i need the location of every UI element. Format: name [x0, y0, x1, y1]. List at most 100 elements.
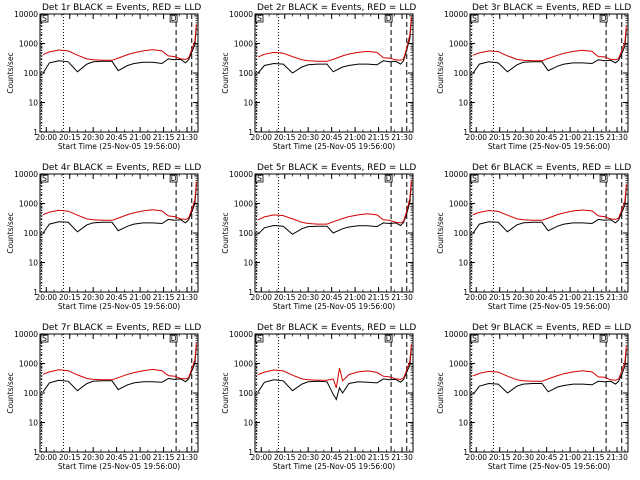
y-axis-label: Counts/sec — [6, 372, 15, 413]
y-tick-label: 10000 — [229, 10, 253, 19]
x-tick-label: 21:30 — [606, 453, 628, 462]
lld-series-line — [472, 345, 627, 382]
detector-panel: Det 4r BLACK = Events, RED = LLD Counts/s… — [6, 163, 201, 311]
x-tick-label: 20:15 — [489, 133, 511, 142]
x-tick-label: 21:15 — [583, 293, 605, 302]
x-tick-label: 20:00 — [35, 453, 57, 462]
panel-title: Det 3r BLACK = Events, RED = LLD — [472, 3, 631, 13]
panel-title: Det 1r BLACK = Events, RED = LLD — [42, 3, 201, 13]
x-tick-label: 20:00 — [250, 133, 272, 142]
x-tick-label: 21:30 — [391, 133, 413, 142]
y-tick-label: 1000 — [19, 200, 38, 209]
x-tick-label: 20:00 — [465, 293, 487, 302]
x-tick-label: 21:00 — [129, 293, 151, 302]
x-axis-label: Start Time (25-Nov-05 19:56:00) — [58, 142, 180, 151]
detector-panel: Det 9r BLACK = Events, RED = LLD Counts/s… — [436, 323, 631, 471]
legend-box — [255, 334, 264, 343]
lld-series-line — [257, 16, 412, 62]
legend-box — [599, 14, 608, 23]
legend-label: D — [171, 14, 177, 23]
y-tick-label: 100 — [239, 389, 254, 398]
y-tick-label: 10 — [28, 99, 38, 108]
legend-box — [599, 334, 608, 343]
x-tick-label: 20:15 — [274, 133, 296, 142]
legend-box — [384, 334, 393, 343]
y-tick-label: 1 — [248, 448, 253, 457]
y-tick-label: 1 — [463, 288, 468, 297]
x-tick-label: 20:30 — [82, 133, 104, 142]
panel-title: Det 4r BLACK = Events, RED = LLD — [42, 163, 201, 173]
lld-series-line — [42, 181, 197, 221]
events-series-line — [257, 18, 412, 74]
y-tick-label: 10000 — [444, 330, 468, 339]
y-axis-label: Counts/sec — [436, 52, 445, 93]
plot-frame — [39, 173, 199, 293]
x-axis-label: Start Time (25-Nov-05 19:56:00) — [58, 302, 180, 311]
x-tick-label: 21:00 — [559, 453, 581, 462]
panel-title: Det 2r BLACK = Events, RED = LLD — [257, 3, 416, 13]
y-tick-label: 10000 — [444, 10, 468, 19]
lld-series-line — [42, 342, 197, 381]
x-tick-label: 20:00 — [465, 133, 487, 142]
y-tick-label: 10000 — [229, 170, 253, 179]
y-tick-label: 1 — [463, 448, 468, 457]
legend-label: S — [257, 14, 262, 23]
y-tick-label: 10000 — [14, 330, 38, 339]
x-tick-label: 20:00 — [250, 293, 272, 302]
events-series-line — [42, 27, 197, 74]
legend-label: D — [386, 174, 392, 183]
plot-frame — [254, 13, 414, 133]
x-tick-label: 20:30 — [82, 453, 104, 462]
y-tick-label: 10 — [28, 419, 38, 428]
legend-label: S — [42, 14, 47, 23]
detector-panel: Det 5r BLACK = Events, RED = LLD Counts/s… — [221, 163, 416, 311]
panel-title: Det 9r BLACK = Events, RED = LLD — [472, 323, 631, 333]
detector-panel: Det 2r BLACK = Events, RED = LLD Counts/s… — [221, 3, 416, 151]
y-tick-label: 10 — [243, 259, 253, 268]
x-axis-label: Start Time (25-Nov-05 19:56:00) — [488, 142, 610, 151]
detector-panel: Det 3r BLACK = Events, RED = LLD Counts/s… — [436, 3, 631, 151]
legend-label: S — [472, 14, 477, 23]
detector-panel: Det 8r BLACK = Events, RED = LLD Counts/s… — [221, 323, 416, 471]
x-tick-label: 20:30 — [297, 133, 319, 142]
y-tick-label: 1 — [33, 128, 38, 137]
x-tick-label: 21:30 — [606, 293, 628, 302]
legend-label: S — [42, 334, 47, 343]
legend-label: D — [601, 174, 607, 183]
y-axis-label: Counts/sec — [6, 212, 15, 253]
x-tick-label: 20:45 — [106, 133, 128, 142]
lld-series-line — [472, 25, 627, 62]
x-tick-label: 20:30 — [512, 293, 534, 302]
x-axis-label: Start Time (25-Nov-05 19:56:00) — [273, 462, 395, 471]
legend-box — [384, 174, 393, 183]
x-axis-label: Start Time (25-Nov-05 19:56:00) — [273, 302, 395, 311]
legend-label: D — [171, 174, 177, 183]
x-tick-label: 20:15 — [489, 293, 511, 302]
lld-series-line — [257, 180, 412, 225]
y-tick-label: 10 — [458, 99, 468, 108]
legend-box — [470, 174, 479, 183]
x-tick-label: 20:45 — [536, 133, 558, 142]
events-series-line — [257, 182, 412, 235]
x-tick-label: 20:30 — [297, 453, 319, 462]
x-tick-label: 20:30 — [512, 453, 534, 462]
legend-box — [470, 334, 479, 343]
x-tick-label: 21:15 — [368, 133, 390, 142]
x-tick-label: 21:30 — [176, 453, 198, 462]
x-tick-label: 20:15 — [59, 133, 81, 142]
y-tick-label: 1000 — [449, 200, 468, 209]
legend-box — [169, 334, 178, 343]
y-axis-label: Counts/sec — [221, 52, 230, 93]
y-tick-label: 1000 — [19, 360, 38, 369]
x-tick-label: 21:15 — [583, 453, 605, 462]
legend-label: D — [386, 14, 392, 23]
x-tick-label: 21:15 — [583, 133, 605, 142]
x-tick-label: 20:45 — [106, 293, 128, 302]
y-tick-label: 100 — [24, 69, 39, 78]
plot-frame — [469, 333, 629, 453]
legend-box — [384, 14, 393, 23]
y-tick-label: 1 — [33, 448, 38, 457]
y-tick-label: 1000 — [234, 40, 253, 49]
x-tick-label: 20:30 — [297, 293, 319, 302]
